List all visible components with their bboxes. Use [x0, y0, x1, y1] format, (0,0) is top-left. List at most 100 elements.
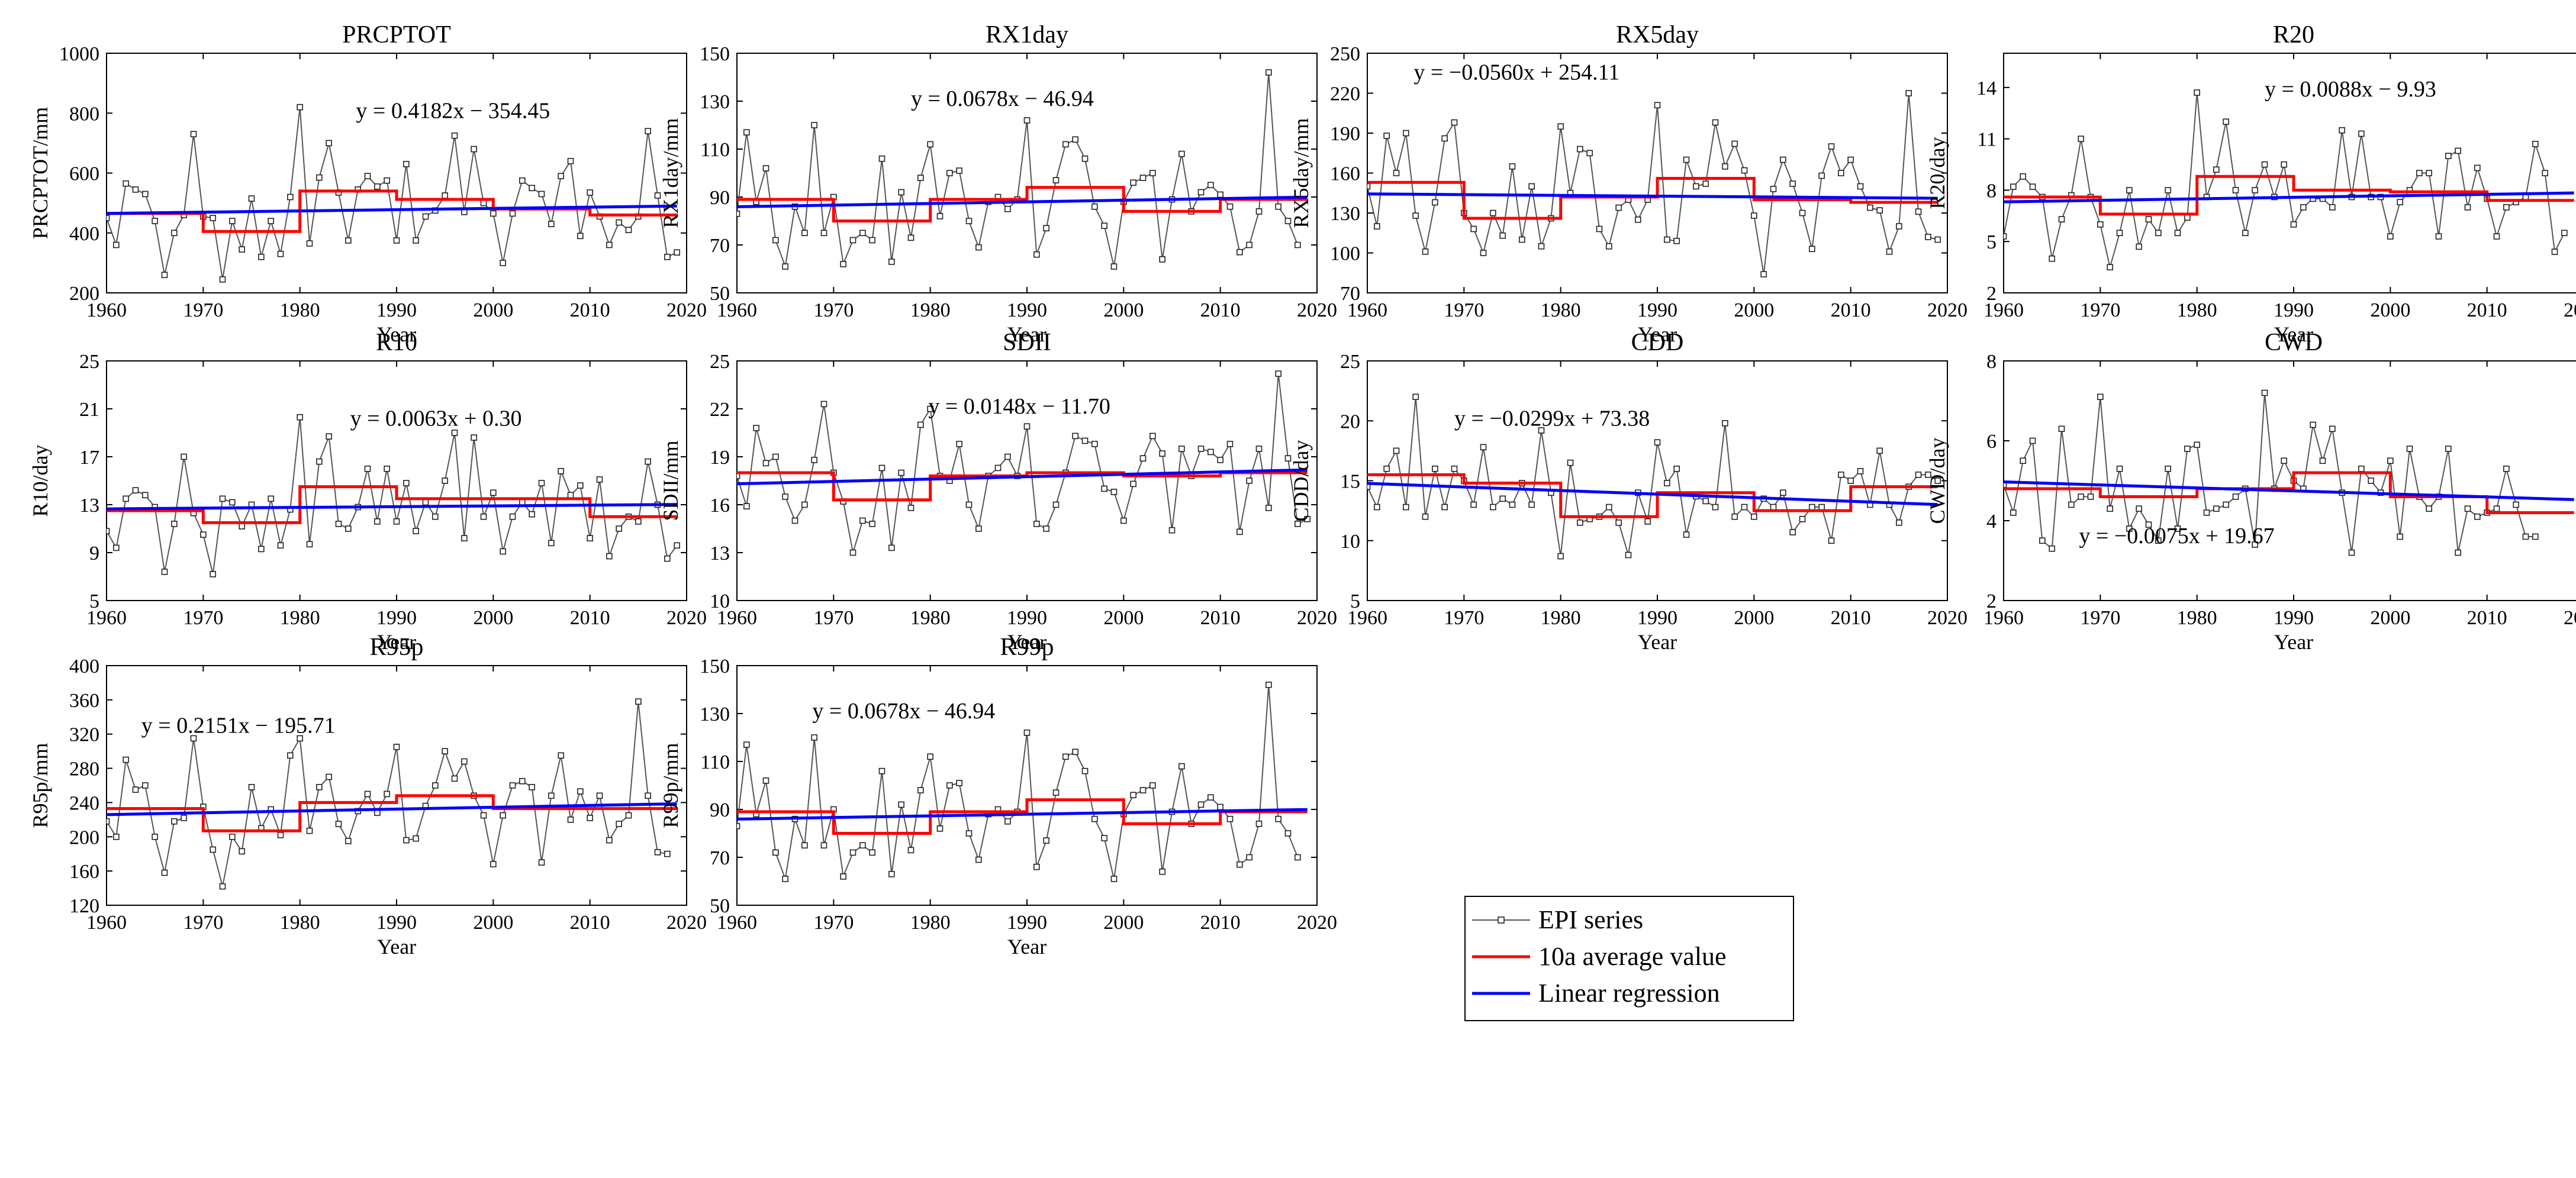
x-tick-label: 2020 [1297, 912, 1337, 934]
epi-series-point [1731, 140, 1738, 147]
epi-series-point [2397, 199, 2403, 205]
epi-series-point [248, 195, 255, 202]
epi-series-point [1905, 90, 1912, 96]
x-tick-label: 2010 [1200, 607, 1241, 629]
epi-series-point [1284, 830, 1292, 837]
epi-series-point [1896, 519, 1902, 526]
epi-series-point [1751, 513, 1757, 520]
epi-series-point [2155, 230, 2162, 237]
epi-series-point [2387, 457, 2394, 464]
epi-series-point [2445, 446, 2452, 452]
y-axis-label: R99p/mm [659, 743, 682, 828]
epi-series-point [1470, 225, 1477, 233]
epi-series-point [2406, 446, 2413, 452]
epi-series-point [762, 460, 769, 467]
epi-series-point [403, 161, 410, 167]
epi-series-point [2004, 481, 2007, 488]
epi-series-point [1451, 119, 1458, 126]
epi-series-point [1052, 789, 1060, 796]
epi-series-point [181, 453, 187, 460]
epi-series-point [1149, 433, 1156, 440]
x-tick-label: 1970 [183, 299, 223, 321]
epi-series-point [2068, 501, 2075, 508]
epi-series-point [1383, 133, 1390, 139]
epi-series-point [994, 464, 1002, 472]
epi-series-point [1023, 423, 1031, 430]
epi-series-point [2474, 513, 2481, 520]
epi-series-point [801, 842, 808, 849]
linear-regression-line [107, 204, 677, 215]
epi-series-point [1857, 467, 1864, 475]
epi-series-point [1072, 136, 1078, 143]
epi-series-point [1509, 163, 1516, 170]
epi-series-point [442, 192, 448, 199]
linear-regression-line [107, 503, 677, 511]
epi-series-point [2261, 389, 2268, 396]
x-tick-label: 1980 [280, 607, 320, 629]
plot-frame [106, 665, 687, 906]
y-tick-label: 200 [69, 827, 99, 848]
x-tick-label: 2010 [1831, 299, 1871, 321]
epi-series-point [965, 830, 973, 837]
epi-series-point [2174, 525, 2181, 532]
epi-series-point [801, 501, 808, 508]
y-tick-label: 100 [1330, 243, 1360, 265]
epi-series-point [674, 542, 680, 549]
x-axis-label: Year [1007, 630, 1046, 654]
y-tick-label: 360 [69, 690, 99, 712]
epi-series-point [1925, 472, 1931, 478]
x-axis-label: Year [1007, 935, 1046, 958]
x-tick-label: 1960 [86, 607, 127, 629]
epi-series-point [161, 272, 168, 278]
epi-series-point [596, 476, 603, 483]
epi-series-point [1295, 854, 1301, 861]
epi-series-point [548, 221, 555, 227]
x-tick-label: 2020 [1927, 299, 1968, 321]
epi-series-point [2416, 170, 2423, 176]
epi-series-point [413, 528, 419, 534]
epi-series-point [859, 517, 866, 524]
epi-series-point [1295, 521, 1301, 527]
epi-series-point [2339, 127, 2345, 134]
epi-series-point [1304, 515, 1310, 522]
chart-title: R20 [2273, 21, 2314, 49]
x-tick-label: 2000 [473, 912, 513, 934]
plot-frame [2003, 360, 2576, 601]
epi-series-point [1149, 782, 1156, 789]
epi-series-point [956, 441, 962, 447]
epi-series-point [1712, 504, 1719, 511]
epi-series-point [529, 511, 535, 518]
epi-series-point [1896, 223, 1902, 230]
epi-series-point [1043, 225, 1049, 231]
epi-series-point [1266, 69, 1272, 76]
x-tick-label: 2020 [666, 912, 707, 934]
epi-series-point [1664, 236, 1670, 243]
epi-series-point [1577, 519, 1583, 526]
x-tick-label: 1980 [910, 912, 951, 934]
epi-series-point [1101, 222, 1107, 229]
epi-series-point [461, 535, 468, 542]
epi-series-point [258, 546, 265, 553]
x-tick-label: 1980 [280, 912, 320, 934]
y-tick-label: 70 [1340, 283, 1360, 305]
epi-series-point [2004, 233, 2007, 240]
epi-series-point [2281, 457, 2287, 464]
epi-series-point [210, 571, 216, 577]
x-tick-label: 2010 [2467, 299, 2507, 321]
y-tick-label: 2 [1986, 590, 1997, 612]
epi-series-point [567, 157, 574, 164]
chart-title: RX1day [986, 21, 1068, 49]
y-tick-label: 15 [1340, 471, 1360, 493]
epi-series-point [2145, 521, 2152, 528]
epi-series-point [326, 140, 332, 147]
y-tick-label: 160 [1330, 163, 1360, 185]
epi-series-point [1606, 243, 1612, 250]
linear-regression-line [737, 195, 1308, 208]
epi-series-point [1673, 465, 1680, 472]
epi-series-point [606, 241, 613, 248]
epi-series-point [345, 525, 352, 532]
y-axis-label: CDD/day [1289, 440, 1313, 522]
linear-regression-line [1367, 482, 1938, 506]
epi-series-line [107, 417, 678, 575]
epi-series-point [1915, 472, 1922, 478]
